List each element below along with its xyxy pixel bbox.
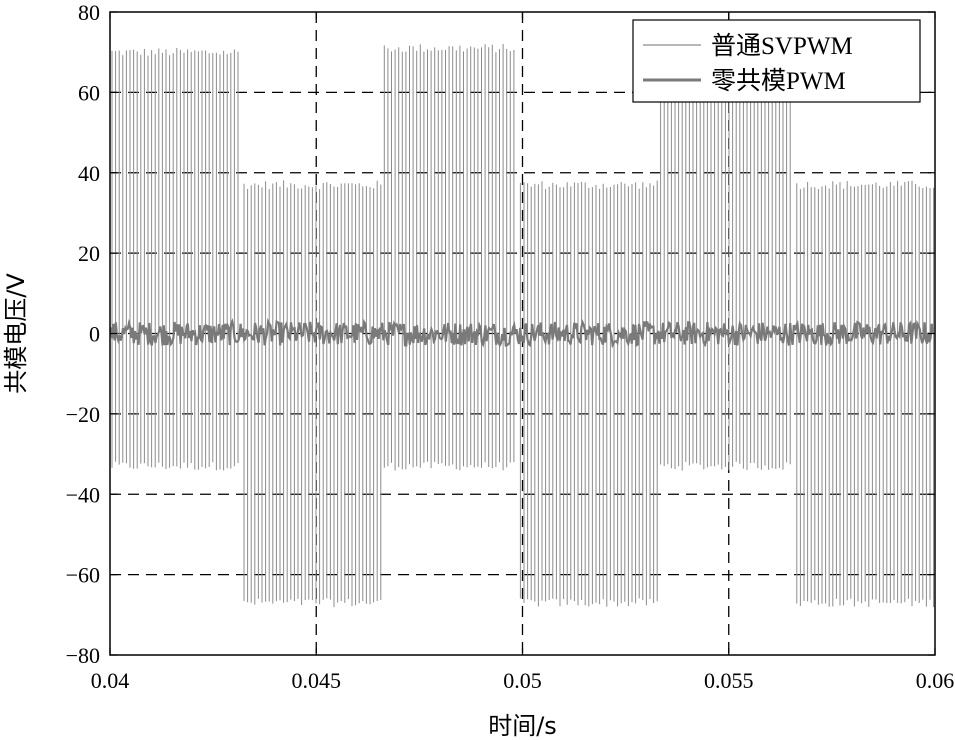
y-tick-label: −80: [66, 643, 100, 668]
y-tick-label: 20: [78, 241, 100, 266]
svpwm-segment-1: [243, 180, 382, 608]
y-tick-label: −20: [66, 402, 100, 427]
legend-box: [632, 19, 921, 103]
y-tick-label: 40: [78, 161, 100, 186]
y-tick-label: −60: [66, 563, 100, 588]
series-layer: [109, 44, 935, 608]
x-tick-label: 0.06: [916, 668, 955, 693]
y-tick-label: 0: [89, 322, 100, 347]
svpwm-segment-0: [111, 48, 239, 471]
x-tick-label: 0.05: [503, 668, 542, 693]
legend-label-svpwm: 普通SVPWM: [711, 32, 853, 60]
legend: 普通SVPWM 零共模PWM: [632, 19, 921, 103]
svpwm-segment-2: [383, 44, 515, 471]
y-tick-label: −40: [66, 482, 100, 507]
y-tick-label: 80: [78, 0, 100, 25]
svpwm-segment-4: [660, 47, 791, 471]
x-axis-label: 时间/s: [488, 712, 557, 740]
series-zero-cm-pwm: [109, 317, 935, 349]
y-tick-label: 60: [78, 80, 100, 105]
x-tick-label: 0.055: [704, 668, 754, 693]
x-tick-label: 0.04: [91, 668, 130, 693]
x-tick-label: 0.045: [292, 668, 342, 693]
svpwm-segment-5: [796, 180, 935, 608]
legend-label-zero-cm-pwm: 零共模PWM: [711, 67, 846, 95]
svpwm-segment-3: [519, 180, 658, 607]
y-axis-label: 共模电压/V: [2, 273, 30, 394]
axis-ticks: 0.04 0.045 0.05 0.055 0.06 80 60 40 20 0 −20 −40 −60…: [66, 0, 955, 693]
series-svpwm: [111, 44, 935, 608]
